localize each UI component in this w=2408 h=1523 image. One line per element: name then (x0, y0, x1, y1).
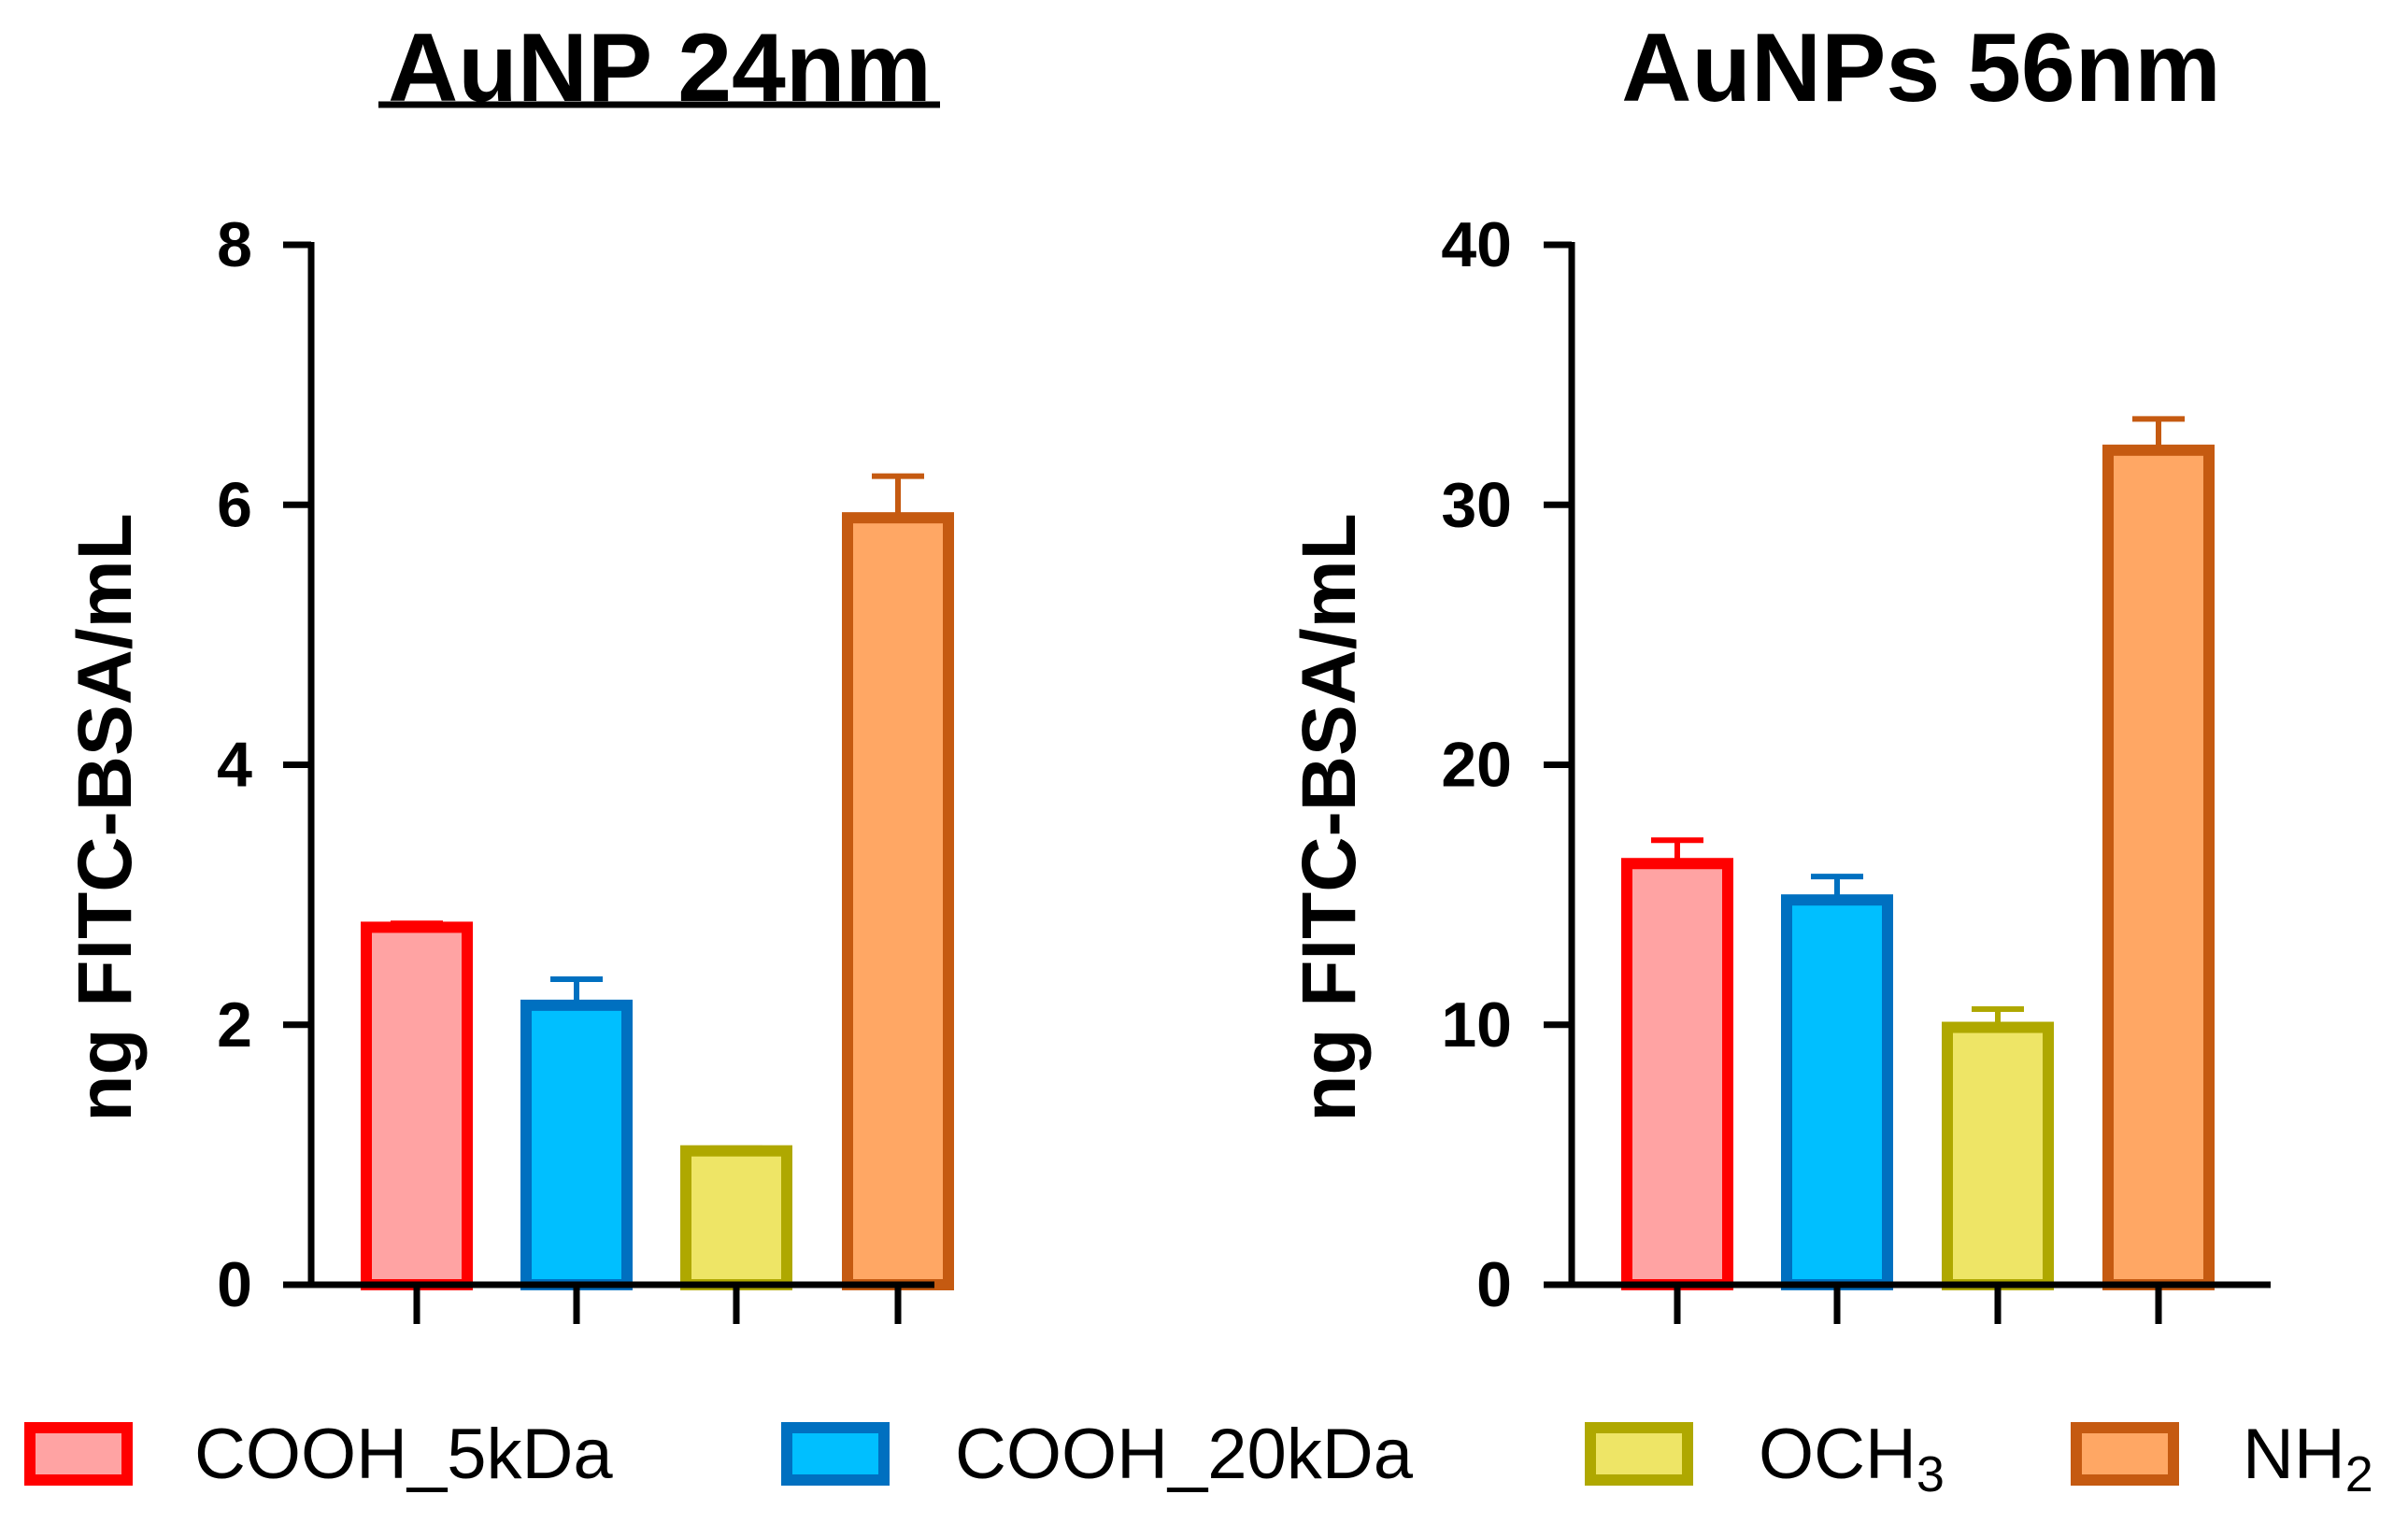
y-axis-label-group: ng FITC-BSA/mL (1287, 513, 1372, 1121)
chart-panel-aunp-24nm: AuNP 24nm ng FITC-BSA/mL 0 2 4 6 8 (63, 14, 954, 1324)
legend-label: COOH_20kDa (955, 1415, 1414, 1494)
legend-label: NH2 (2243, 1415, 2373, 1502)
legend-swatch (781, 1422, 890, 1486)
y-tick-label: 40 (1441, 209, 1512, 280)
bar-cooh-5kda (1621, 858, 1733, 1290)
y-tick-labels: 0 2 4 6 8 (217, 209, 252, 1320)
legend-item-nh2: NH2 (2071, 1415, 2373, 1502)
y-tick-label: 4 (217, 730, 252, 801)
y-tick-label: 6 (217, 469, 252, 540)
chart-title: AuNPs 56nm (1621, 14, 2221, 122)
bar-och3 (680, 1145, 792, 1291)
bar-cooh-5kda (361, 921, 473, 1290)
legend-swatch (2071, 1422, 2179, 1486)
y-axis-label-group: ng FITC-BSA/mL (63, 513, 148, 1121)
bar-cooh-20kda (520, 999, 633, 1290)
y-tick-label: 2 (217, 989, 252, 1060)
legend-item-och3: OCH3 (1585, 1415, 1945, 1502)
legend-swatch (24, 1422, 133, 1486)
legend-label: OCH3 (1759, 1415, 1945, 1502)
legend-item-cooh-20kda: COOH_20kDa (781, 1415, 1414, 1494)
y-axis-label: ng FITC-BSA/mL (63, 513, 148, 1121)
bar-nh2 (842, 512, 954, 1290)
y-tick-label: 0 (1476, 1249, 1512, 1320)
y-tick-label: 30 (1441, 469, 1512, 540)
y-tick-label: 8 (217, 209, 252, 280)
chart-panel-aunps-56nm: AuNPs 56nm ng FITC-BSA/mL 0 10 20 30 40 (1287, 14, 2271, 1324)
y-axis-label: ng FITC-BSA/mL (1287, 513, 1372, 1121)
y-tick-label: 20 (1441, 730, 1512, 801)
bar-cooh-20kda (1781, 894, 1893, 1290)
y-tick-label: 0 (217, 1249, 252, 1320)
y-tick-labels: 0 10 20 30 40 (1441, 209, 1512, 1320)
legend-swatch (1585, 1422, 1693, 1486)
bar-nh2 (2102, 444, 2215, 1290)
legend-item-cooh-5kda: COOH_5kDa (24, 1415, 613, 1494)
legend: COOH_5kDa COOH_20kDa OCH3 NH2 (24, 1415, 2373, 1502)
y-tick-label: 10 (1441, 989, 1512, 1060)
bar-och3 (1942, 1021, 2054, 1290)
legend-label: COOH_5kDa (194, 1415, 613, 1494)
